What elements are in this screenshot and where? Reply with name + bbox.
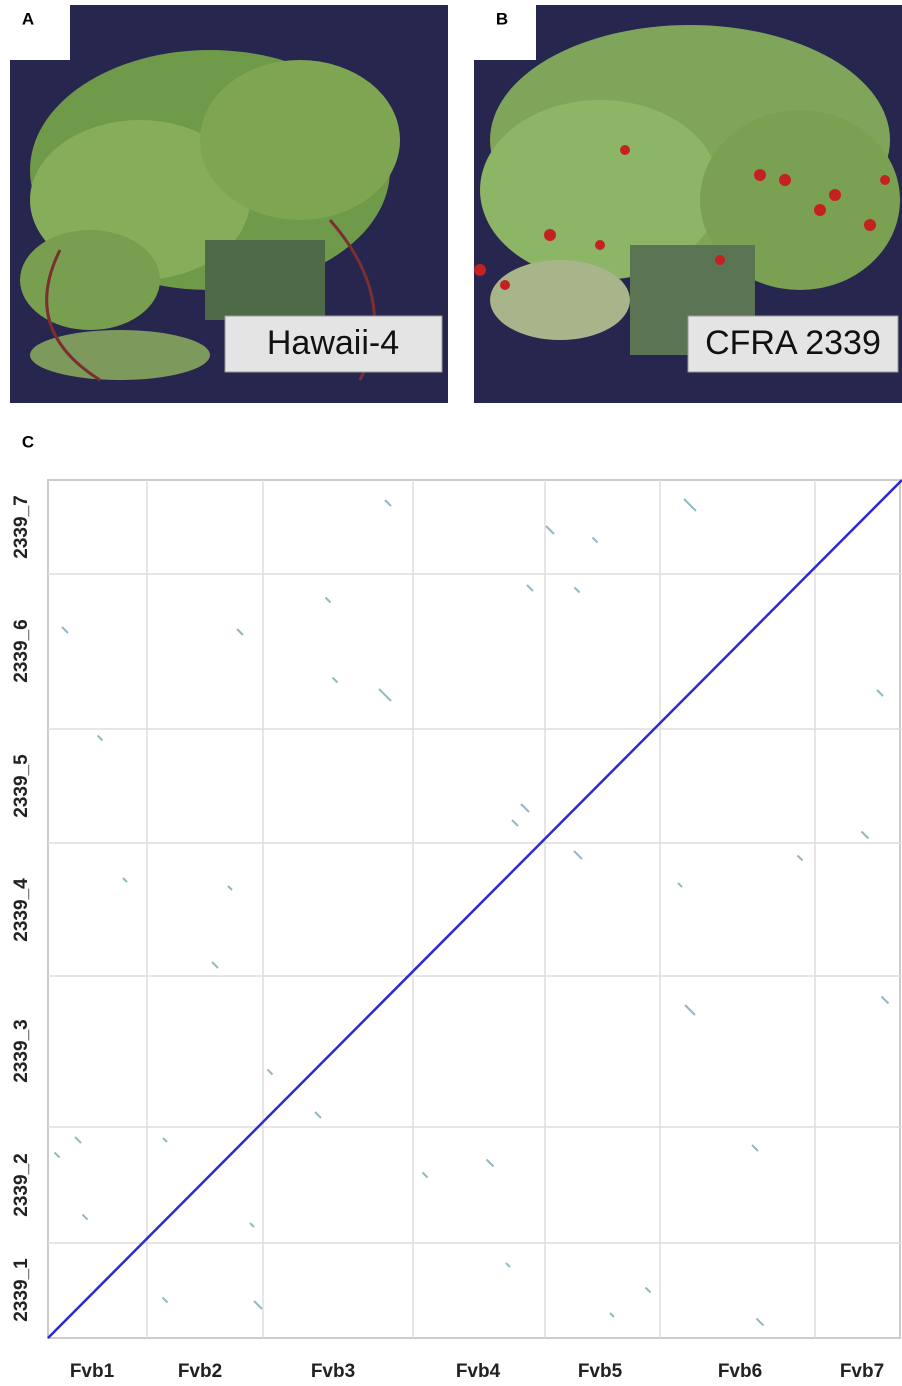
y-axis-label: 2339_3: [11, 1019, 32, 1082]
y-axis-label: 2339_2: [11, 1153, 32, 1216]
x-axis-label: Fvb1: [70, 1361, 115, 1382]
panel-label: A: [22, 9, 34, 28]
y-axis-label: 2339_5: [11, 754, 32, 818]
figure: Hawaii-4 A CFRA 2339 B C Fvb1 Fvb2 Fvb3 Fvb…: [0, 0, 902, 1386]
x-axis-label: Fvb3: [311, 1361, 355, 1382]
y-axis-label: 2339_7: [11, 495, 32, 558]
photo-caption: Hawaii-4: [267, 324, 399, 362]
panel-label: B: [496, 9, 508, 28]
panel-label: C: [22, 432, 34, 451]
x-axis-label: Fvb6: [718, 1361, 762, 1382]
y-axis-label: 2339_1: [11, 1258, 32, 1322]
x-axis-label: Fvb5: [578, 1361, 623, 1382]
x-axis-label: Fvb2: [178, 1361, 222, 1382]
photo-caption: CFRA 2339: [705, 324, 881, 362]
x-axis-label: Fvb7: [840, 1361, 884, 1382]
x-axis-label: Fvb4: [456, 1361, 501, 1382]
y-axis-label: 2339_4: [11, 878, 32, 942]
y-axis-label: 2339_6: [11, 619, 32, 682]
